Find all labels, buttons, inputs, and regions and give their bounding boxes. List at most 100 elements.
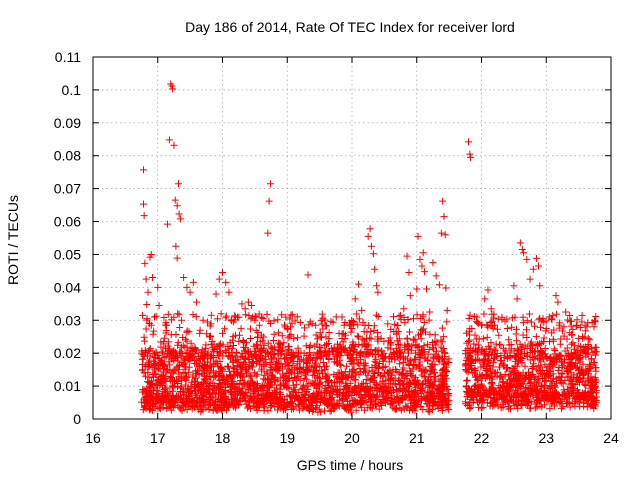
data-point [399,359,407,367]
data-point [153,393,161,401]
data-point [330,358,338,366]
data-point [155,301,163,309]
data-point [152,370,160,378]
data-point [175,310,183,318]
data-point [374,313,382,321]
data-point [192,384,200,392]
data-point [329,348,337,356]
data-point [159,403,167,411]
data-point [510,282,518,290]
data-point [348,385,356,393]
data-point [583,400,591,408]
data-point [445,390,453,398]
data-point [525,310,533,318]
data-point [199,370,207,378]
data-point [334,391,342,399]
data-point [152,348,160,356]
data-point [579,372,587,380]
data-point [183,283,191,291]
data-point [357,368,365,376]
data-point [202,344,210,352]
data-point [372,380,380,388]
data-point [477,373,485,381]
data-point [138,366,146,374]
data-point [590,384,598,392]
data-point [324,339,332,347]
x-tick-label: 16 [85,430,101,446]
data-point [582,353,590,361]
data-point [398,391,406,399]
data-point [528,341,536,349]
data-point [277,351,285,359]
data-point [253,385,261,393]
data-point [172,352,180,360]
data-point [296,319,304,327]
data-point [389,387,397,395]
data-point [263,382,271,390]
data-point [359,379,367,387]
data-point [367,327,375,335]
data-point [161,362,169,370]
data-point [399,386,407,394]
data-point [487,319,495,327]
data-point [256,384,264,392]
data-point [367,335,375,343]
data-point [170,356,178,364]
data-point [202,365,210,373]
data-point [358,306,366,314]
data-point [312,395,320,403]
data-point [233,400,241,408]
data-point [364,232,372,240]
data-point [496,392,504,400]
data-point [497,404,505,412]
data-point [539,315,547,323]
data-point [318,352,326,360]
data-point [374,333,382,341]
data-point [584,342,592,350]
data-point [304,271,312,279]
data-point [438,338,446,346]
data-point [158,349,166,357]
data-point [427,393,435,401]
data-point [411,377,419,385]
data-point [478,346,486,354]
data-point [476,384,484,392]
data-point [372,346,380,354]
data-point [312,355,320,363]
data-point [371,370,379,378]
data-point [587,390,595,398]
data-point [394,354,402,362]
data-point [341,319,349,327]
data-point [256,354,264,362]
data-point [355,371,363,379]
data-point [389,376,397,384]
data-point [347,392,355,400]
data-point [222,278,230,286]
data-point [526,356,534,364]
data-point [246,334,254,342]
data-point [160,368,168,376]
data-point [437,336,445,344]
data-point [154,364,162,372]
data-point [344,373,352,381]
data-point [201,360,209,368]
data-point [477,363,485,371]
data-point [313,340,321,348]
data-point [153,386,161,394]
data-point [176,215,184,223]
data-point [405,392,413,400]
data-point [573,316,581,324]
data-point [444,400,452,408]
data-point [430,354,438,362]
data-point [174,357,182,365]
data-point [160,337,168,345]
data-point [553,310,561,318]
data-point [319,325,327,333]
data-point [472,355,480,363]
data-point [537,382,545,390]
data-point [518,379,526,387]
data-point [172,394,180,402]
data-point [200,355,208,363]
data-point [566,403,574,411]
data-point [206,355,214,363]
